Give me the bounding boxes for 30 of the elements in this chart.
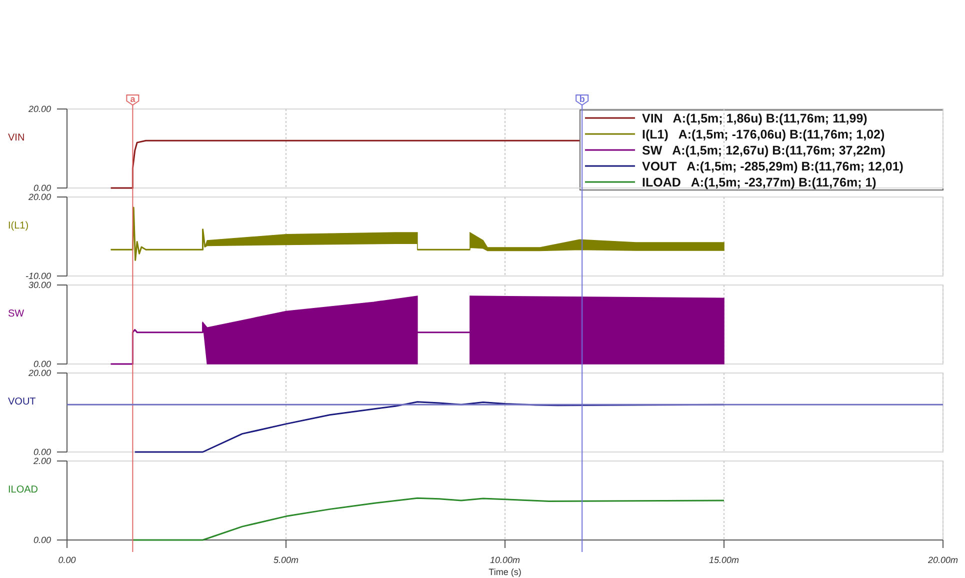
ref-line-label: a (130, 94, 136, 104)
ref-line-label: b (579, 94, 586, 104)
y-tick-label: -10.00 (25, 271, 51, 282)
y-axis-title: ILOAD (8, 484, 38, 496)
y-axis-title: VOUT (8, 396, 36, 408)
y-tick-label: 0.00 (33, 359, 51, 370)
x-tick-label: 5.00m (273, 555, 300, 565)
y-tick-label: 0.00 (33, 447, 51, 458)
line-series (132, 497, 725, 541)
y-tick-label: 20.00 (27, 192, 51, 202)
y-tick-label: 0.00 (33, 535, 51, 546)
y-axis-title: VIN (8, 132, 25, 144)
y-tick-label: 30.00 (28, 280, 51, 290)
y-axis-title: I(L1) (8, 220, 29, 232)
x-axis-title: Time (s) (488, 567, 522, 577)
y-axis-title: SW (8, 308, 25, 320)
legend-label: ILOAD A:(1,5m; -23,77m) B:(11,76m; 1) (642, 175, 876, 190)
x-tick-label: 10.00m (490, 555, 521, 565)
line-series (110, 140, 580, 189)
y-tick-label: 0.00 (33, 183, 51, 194)
x-tick-label: 0.00 (58, 555, 76, 565)
y-tick-label: 20.00 (27, 368, 51, 378)
legend-label: VOUT A:(1,5m; -285,29m) B:(11,76m; 12,01) (642, 159, 904, 174)
legend-label: SW A:(1,5m; 12,67u) B:(11,76m; 37,22m) (642, 143, 886, 158)
legend-label: I(L1) A:(1,5m; -176,06u) B:(11,76m; 1,02) (642, 127, 885, 142)
y-tick-label: 20.00 (27, 104, 51, 114)
x-tick-label: 15.00m (708, 555, 740, 565)
x-tick-label: 20.00m (926, 555, 959, 565)
y-tick-label: 2.00 (32, 456, 51, 466)
legend-label: VIN A:(1,5m; 1,86u) B:(11,76m; 11,99) (642, 111, 868, 126)
